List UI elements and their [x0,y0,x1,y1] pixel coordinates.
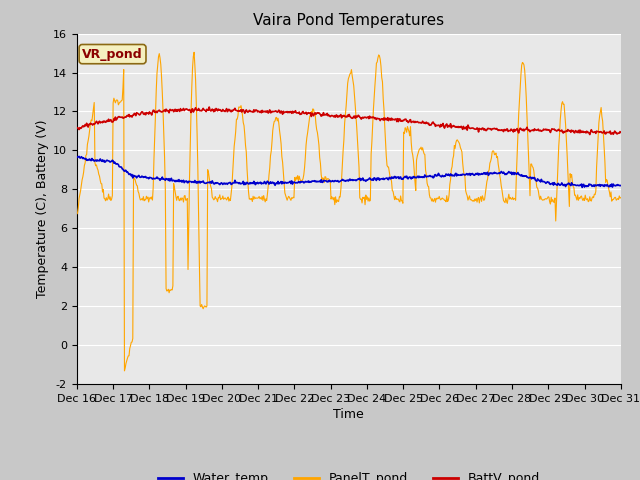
Text: VR_pond: VR_pond [82,48,143,60]
Y-axis label: Temperature (C), Battery (V): Temperature (C), Battery (V) [36,120,49,298]
X-axis label: Time: Time [333,408,364,421]
Legend: Water_temp, PanelT_pond, BattV_pond: Water_temp, PanelT_pond, BattV_pond [152,468,545,480]
Title: Vaira Pond Temperatures: Vaira Pond Temperatures [253,13,444,28]
